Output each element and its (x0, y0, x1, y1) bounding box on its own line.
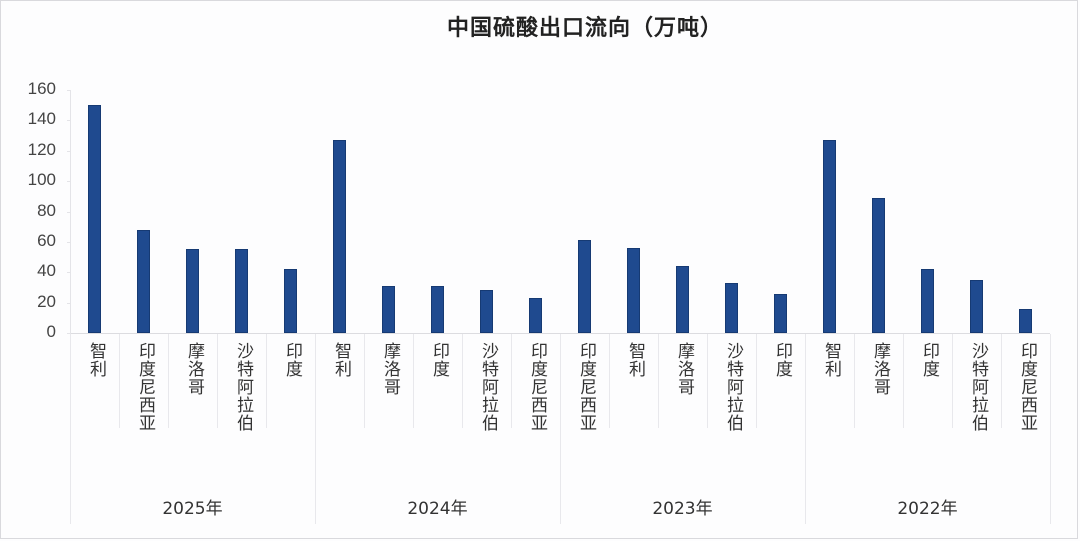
y-tick-mark (67, 211, 71, 213)
category-label: 智利 (821, 342, 841, 378)
category-separator (462, 334, 463, 428)
category-label: 印度 (282, 342, 302, 378)
category-separator (903, 334, 904, 428)
group-label: 2023年 (652, 499, 713, 519)
bar[interactable] (676, 266, 689, 333)
category-separator (217, 334, 218, 428)
category-separator (658, 334, 659, 428)
bar[interactable] (235, 249, 248, 333)
group-label: 2025年 (162, 499, 223, 519)
category-label: 沙特阿拉伯 (723, 342, 743, 432)
y-tick-mark (67, 302, 71, 304)
group-separator (70, 334, 71, 524)
category-label: 沙特阿拉伯 (968, 342, 988, 432)
bar[interactable] (88, 105, 101, 333)
group-separator (805, 334, 806, 524)
category-separator (707, 334, 708, 428)
y-tick-label: 20 (37, 291, 56, 311)
group-label: 2022年 (897, 499, 958, 519)
y-tick-label: 0 (46, 322, 56, 341)
category-label: 沙特阿拉伯 (233, 342, 253, 432)
category-label: 智利 (86, 342, 106, 378)
y-tick-mark (67, 90, 71, 91)
category-label: 印度尼西亚 (1017, 342, 1037, 432)
bar[interactable] (725, 282, 738, 333)
category-label: 印度尼西亚 (527, 342, 547, 432)
bar[interactable] (823, 140, 836, 333)
category-separator (413, 334, 414, 428)
category-separator (756, 334, 757, 428)
bar[interactable] (1019, 308, 1032, 333)
y-tick-label: 160 (27, 79, 56, 98)
category-label: 印度尼西亚 (135, 342, 155, 432)
category-label: 智利 (331, 342, 351, 378)
bar[interactable] (333, 140, 346, 333)
category-label: 印度 (919, 342, 939, 378)
group-separator (560, 334, 561, 524)
category-label: 印度尼西亚 (576, 342, 596, 432)
category-separator (511, 334, 512, 428)
y-tick-label: 40 (37, 261, 56, 281)
category-label: 沙特阿拉伯 (478, 342, 498, 432)
category-separator (364, 334, 365, 428)
category-separator (1001, 334, 1002, 428)
y-tick-mark (67, 272, 71, 274)
category-label: 摩洛哥 (380, 342, 400, 396)
category-separator (119, 334, 120, 428)
category-label: 印度 (429, 342, 449, 378)
bar[interactable] (431, 285, 444, 333)
category-label: 印度 (772, 342, 792, 378)
category-separator (168, 334, 169, 428)
category-separator (854, 334, 855, 428)
group-separator (315, 334, 316, 524)
bar[interactable] (921, 269, 934, 333)
y-tick-mark (67, 120, 71, 122)
group-separator (1050, 334, 1051, 524)
bar[interactable] (284, 269, 297, 333)
category-label: 摩洛哥 (184, 342, 204, 396)
bar[interactable] (529, 298, 542, 333)
y-tick-mark (67, 333, 71, 334)
category-label: 智利 (625, 342, 645, 378)
category-label: 摩洛哥 (674, 342, 694, 396)
bar[interactable] (480, 290, 493, 333)
y-tick-label: 140 (27, 109, 56, 129)
x-axis (70, 333, 1050, 334)
group-label: 2024年 (407, 499, 468, 519)
bar[interactable] (578, 240, 591, 333)
y-tick-label: 120 (27, 139, 56, 159)
y-tick-label: 100 (27, 170, 56, 190)
category-label: 摩洛哥 (870, 342, 890, 396)
bar[interactable] (382, 285, 395, 333)
y-tick-label: 60 (37, 230, 56, 250)
bar[interactable] (627, 247, 640, 333)
y-tick-mark (67, 241, 71, 243)
chart-title: 中国硫酸出口流向（万吨） (446, 16, 723, 41)
category-separator (952, 334, 953, 428)
bar[interactable] (872, 197, 885, 333)
bar[interactable] (137, 229, 150, 333)
bar[interactable] (774, 293, 787, 333)
bar[interactable] (186, 249, 199, 333)
category-separator (609, 334, 610, 428)
y-tick-label: 80 (37, 200, 56, 220)
y-tick-mark (67, 150, 71, 152)
category-separator (266, 334, 267, 428)
bar[interactable] (970, 279, 983, 333)
y-tick-mark (67, 181, 71, 183)
